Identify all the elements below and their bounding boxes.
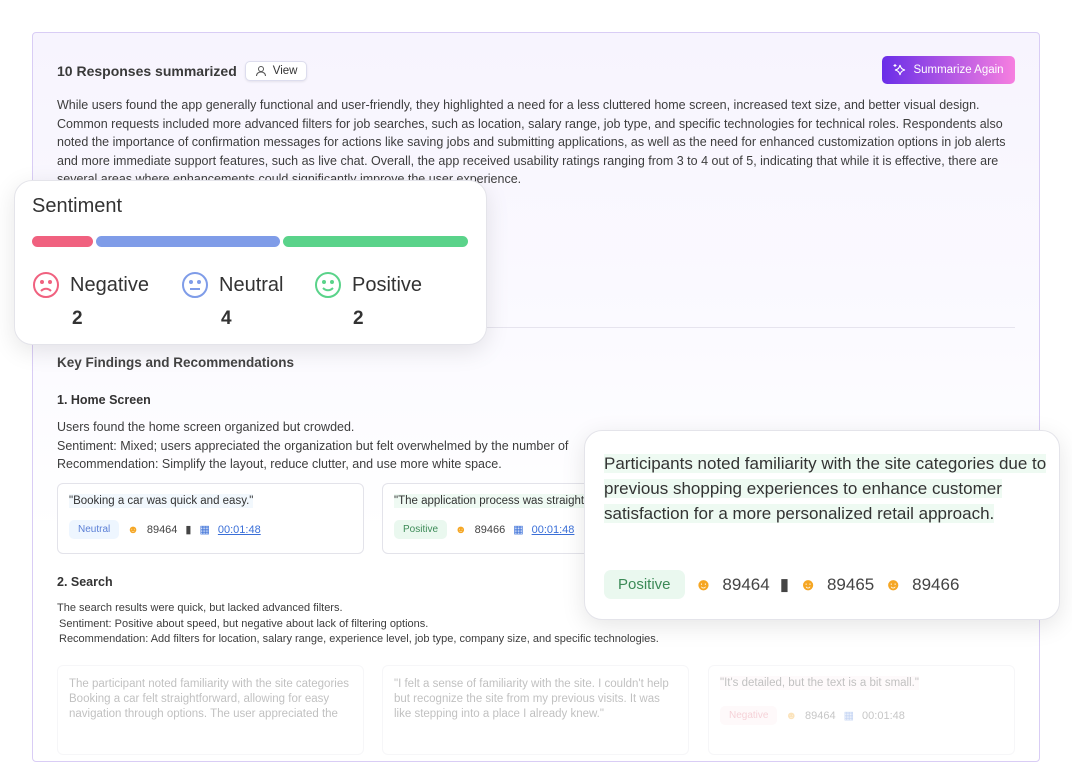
bookmark-icon[interactable]: ▮ — [779, 574, 790, 594]
user-icon: ☻ — [455, 523, 467, 536]
user-icon: ☻ — [127, 523, 139, 536]
video-icon: ▦ — [843, 710, 855, 722]
negative-bar — [32, 236, 93, 247]
negative-count: 2 — [72, 308, 83, 329]
positive-bar — [283, 236, 468, 247]
section-text: The search results were quick, but lacke… — [57, 602, 659, 645]
view-button[interactable]: View — [244, 61, 308, 81]
view-label: View — [272, 65, 298, 77]
sentiment-title: Sentiment — [32, 195, 123, 217]
divider — [57, 327, 1015, 328]
section-text: Users found the home screen organized bu… — [57, 420, 569, 471]
quote-popup: Participants noted familiarity with the … — [584, 430, 1060, 620]
summary-text: While users found the app generally func… — [57, 98, 1006, 186]
user-icon: ☻ — [694, 574, 713, 594]
sentiment-card: Sentiment Negative 2 Neutral 4 Positive … — [14, 180, 487, 345]
video-icon: ▦ — [199, 524, 210, 536]
bookmark-icon[interactable]: ▮ — [185, 524, 192, 536]
sad-face-icon — [33, 272, 59, 298]
quote-card[interactable]: "Booking a car was quick and easy." Neut… — [57, 483, 364, 554]
sentiment-badge: Negative — [720, 706, 778, 725]
user-icon: ☻ — [799, 574, 817, 594]
neutral-category: Neutral — [181, 271, 283, 299]
sentiment-badge: Positive — [604, 570, 685, 599]
section-title: 2. Search — [57, 575, 113, 589]
key-findings-title: Key Findings and Recommendations — [57, 355, 295, 370]
user-icon: ☻ — [884, 574, 903, 594]
neutral-face-icon — [182, 272, 208, 298]
negative-category: Negative — [32, 271, 149, 299]
positive-category: Positive — [314, 271, 422, 299]
sparkle-icon — [893, 64, 906, 76]
responses-title: 10 Responses summarized — [57, 63, 237, 79]
section-title: 1. Home Screen — [57, 393, 151, 407]
sentiment-badge: Neutral — [69, 520, 120, 539]
quote-card[interactable]: "It's detailed, but the text is a bit sm… — [708, 665, 1015, 755]
summarize-again-button[interactable]: Summarize Again — [882, 56, 1015, 84]
summary-panel: 10 Responses summarized View Summarize A… — [32, 32, 1040, 762]
popup-quote: Participants noted familiarity with the … — [604, 454, 1047, 523]
neutral-bar — [96, 236, 280, 247]
sentiment-badge: Positive — [394, 520, 448, 539]
timestamp-link[interactable]: 00:01:48 — [217, 523, 261, 536]
timestamp-link[interactable]: 00:01:48 — [531, 523, 575, 536]
user-icon: ☻ — [785, 709, 798, 722]
positive-count: 2 — [353, 308, 364, 329]
smile-face-icon — [315, 272, 341, 298]
neutral-count: 4 — [221, 308, 232, 329]
quote-card[interactable]: The participant noted familiarity with t… — [57, 665, 364, 755]
video-icon: ▦ — [513, 524, 524, 536]
user-icon — [255, 66, 266, 77]
quote-card[interactable]: "I felt a sense of familiarity with the … — [382, 665, 689, 755]
